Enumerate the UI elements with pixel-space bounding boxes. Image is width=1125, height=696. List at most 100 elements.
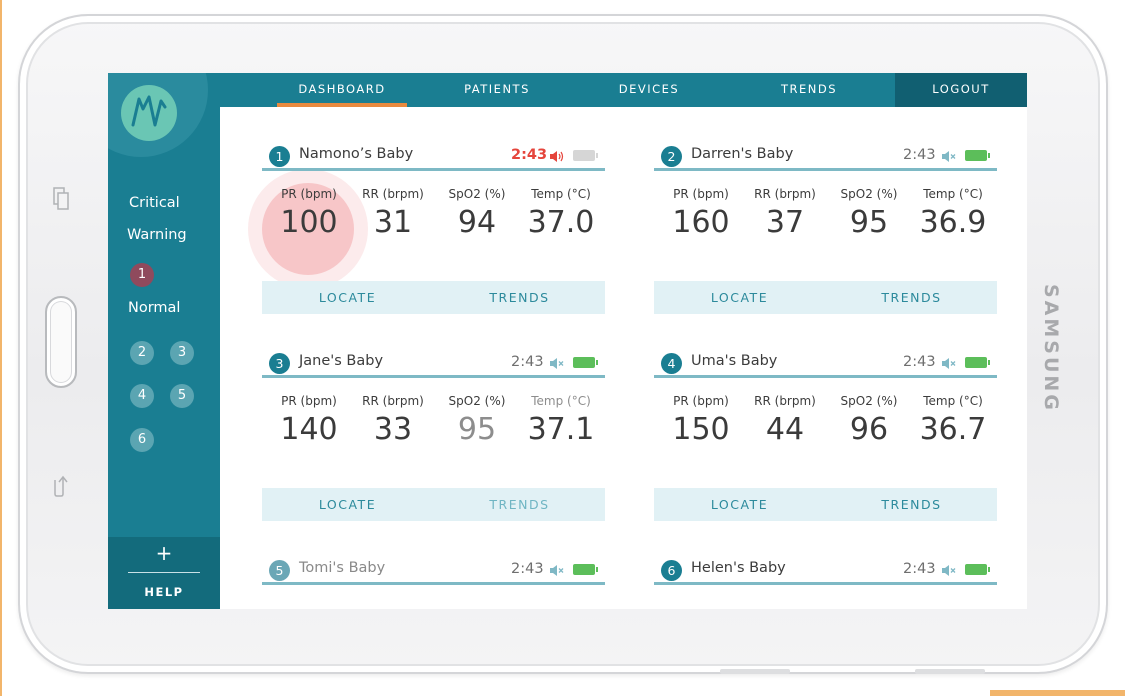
metric-label: Temp (°C) (923, 394, 983, 408)
metric-label: PR (bpm) (281, 394, 337, 408)
back-icon[interactable] (52, 474, 70, 498)
patient-number: 6 (661, 560, 682, 581)
normal-label: Normal (128, 300, 181, 316)
metric-pr: PR (bpm) 140 (266, 394, 352, 447)
tab-trends[interactable]: TRENDS (780, 82, 838, 96)
patient-number: 4 (661, 353, 682, 374)
speaker-on-icon[interactable] (549, 150, 565, 163)
tab-patients[interactable]: PATIENTS (464, 82, 530, 96)
critical-label: Critical (129, 195, 180, 211)
dashboard-main: 1 Namono’s Baby 2:43 PR (bpm) 100 RR (br… (220, 107, 1027, 609)
elapsed-time: 2:43 (903, 561, 936, 577)
metric-pr: PR (bpm) 150 (658, 394, 744, 447)
metric-value: 37 (765, 205, 805, 240)
patient-number: 1 (269, 146, 290, 167)
battery-low-icon (573, 150, 598, 161)
card-header: 2 Darren's Baby 2:43 (654, 141, 997, 171)
speaker-muted-icon[interactable] (549, 564, 565, 577)
logout-button[interactable]: LOGOUT (895, 73, 1027, 107)
normal-patient-6[interactable]: 6 (130, 428, 154, 452)
card-actions: LOCATE TRENDS (262, 488, 605, 521)
patient-card-6: 6 Helen's Baby 2:43 (654, 555, 997, 595)
patient-card-2: 2 Darren's Baby 2:43 PR (bpm) 160 RR (br… (654, 141, 997, 345)
trends-button[interactable]: TRENDS (881, 290, 942, 305)
wave-n-logo-icon[interactable] (121, 85, 177, 141)
warning-label: Warning (127, 227, 187, 243)
metric-rr: RR (brpm) 31 (350, 187, 436, 240)
help-divider (128, 572, 200, 573)
normal-patient-4[interactable]: 4 (130, 384, 154, 408)
metric-label: SpO2 (%) (448, 394, 506, 408)
patient-number: 2 (661, 146, 682, 167)
metric-value: 33 (373, 412, 413, 447)
plus-icon[interactable]: + (155, 541, 173, 565)
card-header: 4 Uma's Baby 2:43 (654, 348, 997, 378)
battery-full-icon (965, 357, 990, 368)
sidebar: Critical Warning 1 Normal 2 3 4 5 6 + HE… (108, 73, 220, 609)
help-label[interactable]: HELP (144, 585, 184, 599)
locate-button[interactable]: LOCATE (318, 497, 377, 512)
speaker-muted-icon[interactable] (549, 357, 565, 370)
battery-full-icon (573, 564, 598, 575)
top-navigation: DASHBOARD PATIENTS DEVICES TRENDS LOGOUT (220, 73, 1027, 107)
power-button (915, 669, 985, 674)
normal-patient-2[interactable]: 2 (130, 341, 154, 365)
metric-rr: RR (brpm) 37 (742, 187, 828, 240)
baby-name: Darren's Baby (691, 146, 794, 162)
metric-label: PR (bpm) (673, 394, 729, 408)
metric-spo2: SpO2 (%) 96 (826, 394, 912, 447)
page-edge-accent-bottom (990, 690, 1125, 696)
metric-value: 95 (457, 412, 497, 447)
locate-button[interactable]: LOCATE (710, 290, 769, 305)
help-button[interactable]: + HELP (108, 537, 220, 609)
locate-button[interactable]: LOCATE (318, 290, 377, 305)
speaker-muted-icon[interactable] (941, 564, 957, 577)
metric-label: SpO2 (%) (448, 187, 506, 201)
battery-full-icon (573, 357, 598, 368)
patient-number: 5 (269, 560, 290, 581)
trends-button[interactable]: TRENDS (881, 497, 942, 512)
metric-value: 94 (457, 205, 497, 240)
battery-full-icon (965, 564, 990, 575)
metric-label: Temp (°C) (531, 187, 591, 201)
volume-button (720, 669, 790, 674)
metric-temp: Temp (°C) 37.0 (518, 187, 604, 240)
metric-value: 140 (280, 412, 338, 447)
metric-label: SpO2 (%) (840, 187, 898, 201)
tab-dashboard[interactable]: DASHBOARD (277, 73, 407, 107)
trends-button[interactable]: TRENDS (489, 290, 550, 305)
tab-devices[interactable]: DEVICES (618, 82, 680, 96)
page-edge-accent (0, 0, 2, 696)
metric-value: 44 (765, 412, 805, 447)
alert-time: 2:43 (511, 147, 548, 163)
metric-pr: PR (bpm) 160 (658, 187, 744, 240)
speaker-muted-icon[interactable] (941, 357, 957, 370)
battery-full-icon (965, 150, 990, 161)
speaker-muted-icon[interactable] (941, 150, 957, 163)
baby-name: Helen's Baby (691, 560, 786, 576)
metric-value: 100 (280, 205, 338, 240)
recent-apps-icon[interactable] (53, 187, 69, 211)
metric-value: 95 (849, 205, 889, 240)
normal-patient-3[interactable]: 3 (170, 341, 194, 365)
metric-temp: Temp (°C) 36.7 (910, 394, 996, 447)
metric-label: RR (brpm) (754, 187, 816, 201)
patient-card-5: 5 Tomi's Baby 2:43 (262, 555, 605, 595)
trends-button[interactable]: TRENDS (489, 497, 550, 512)
metric-label: Temp (°C) (531, 394, 591, 408)
locate-button[interactable]: LOCATE (710, 497, 769, 512)
elapsed-time: 2:43 (903, 147, 936, 163)
metric-value: 37.0 (527, 205, 595, 240)
normal-patient-5[interactable]: 5 (170, 384, 194, 408)
patient-card-4: 4 Uma's Baby 2:43 PR (bpm) 150 RR (brpm)… (654, 348, 997, 552)
metric-value: 36.7 (919, 412, 987, 447)
app-screen: Critical Warning 1 Normal 2 3 4 5 6 + HE… (108, 73, 1027, 609)
alert-highlight (262, 183, 354, 275)
metric-label: PR (bpm) (281, 187, 337, 201)
home-button[interactable] (45, 296, 77, 388)
warning-patient-1[interactable]: 1 (130, 263, 154, 287)
card-header: 1 Namono’s Baby 2:43 (262, 141, 605, 171)
metric-spo2: SpO2 (%) 95 (434, 394, 520, 447)
baby-name: Uma's Baby (691, 353, 778, 369)
metric-temp: Temp (°C) 36.9 (910, 187, 996, 240)
